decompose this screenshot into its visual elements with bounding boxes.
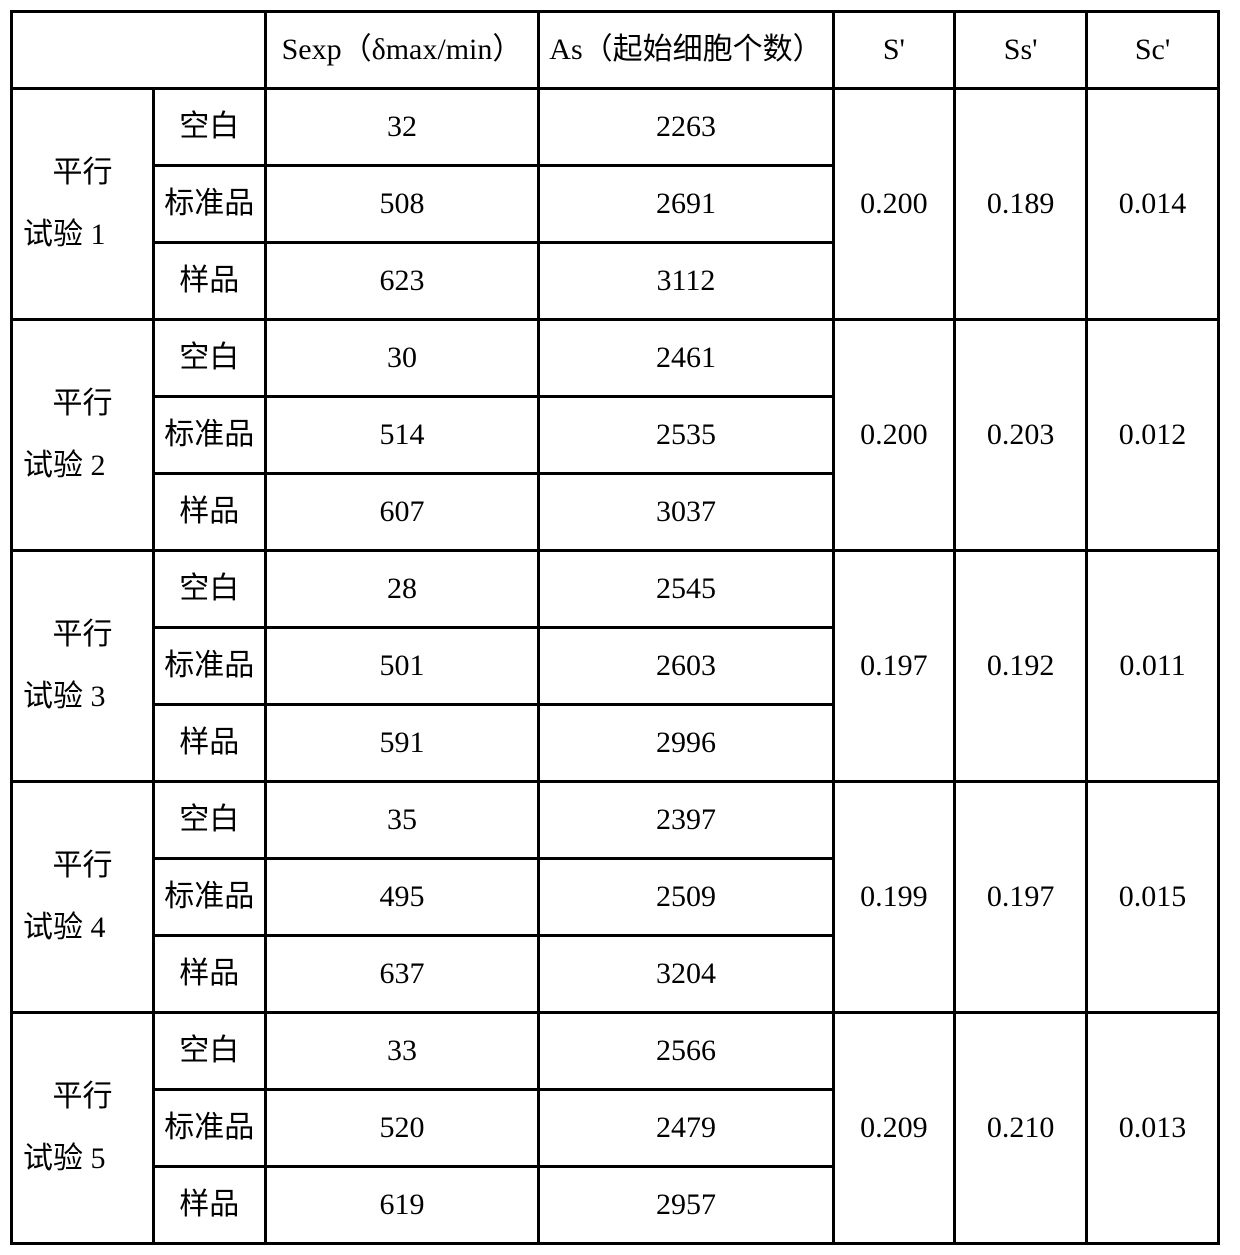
trial-name-line1: 平行: [13, 156, 152, 191]
sc-prime-cell: 0.014: [1087, 89, 1219, 320]
sample-type-cell: 标准品: [154, 1090, 266, 1167]
as-cell: 2535: [539, 397, 833, 474]
header-blank: [12, 12, 266, 89]
header-row: Sexp（δmax/min） As（起始细胞个数） S' Ss' Sc': [12, 12, 1219, 89]
sexp-cell: 520: [265, 1090, 539, 1167]
header-as: As（起始细胞个数）: [539, 12, 833, 89]
ss-prime-cell: 0.192: [955, 551, 1087, 782]
trial-name-cell: 平行 试验 1: [12, 89, 154, 320]
table-row: 平行 试验 3 空白 28 2545 0.197 0.192 0.011: [12, 551, 1219, 628]
experiment-table: Sexp（δmax/min） As（起始细胞个数） S' Ss' Sc' 平行 …: [10, 10, 1220, 1245]
trial-name-cell: 平行 试验 2: [12, 320, 154, 551]
sexp-cell: 508: [265, 166, 539, 243]
sample-type-cell: 标准品: [154, 859, 266, 936]
table-row: 平行 试验 2 空白 30 2461 0.200 0.203 0.012: [12, 320, 1219, 397]
header-sexp: Sexp（δmax/min）: [265, 12, 539, 89]
ss-prime-cell: 0.210: [955, 1013, 1087, 1244]
sexp-cell: 637: [265, 936, 539, 1013]
sample-type-cell: 标准品: [154, 166, 266, 243]
as-cell: 2479: [539, 1090, 833, 1167]
trial-name-line2: 试验 5: [13, 1142, 152, 1177]
table-body: 平行 试验 1 空白 32 2263 0.200 0.189 0.014 标准品…: [12, 89, 1219, 1244]
sample-type-cell: 样品: [154, 936, 266, 1013]
sexp-cell: 607: [265, 474, 539, 551]
sample-type-cell: 标准品: [154, 628, 266, 705]
as-cell: 2397: [539, 782, 833, 859]
as-cell: 3037: [539, 474, 833, 551]
table-row: 平行 试验 5 空白 33 2566 0.209 0.210 0.013: [12, 1013, 1219, 1090]
trial-name-line1: 平行: [13, 849, 152, 884]
sample-type-cell: 空白: [154, 320, 266, 397]
ss-prime-cell: 0.189: [955, 89, 1087, 320]
sc-prime-cell: 0.013: [1087, 1013, 1219, 1244]
header-s-prime: S': [833, 12, 955, 89]
trial-name-line1: 平行: [13, 618, 152, 653]
table-row: 平行 试验 1 空白 32 2263 0.200 0.189 0.014: [12, 89, 1219, 166]
table-row: 平行 试验 4 空白 35 2397 0.199 0.197 0.015: [12, 782, 1219, 859]
trial-name-cell: 平行 试验 5: [12, 1013, 154, 1244]
sexp-cell: 501: [265, 628, 539, 705]
s-prime-cell: 0.199: [833, 782, 955, 1013]
as-cell: 3112: [539, 243, 833, 320]
as-cell: 3204: [539, 936, 833, 1013]
as-cell: 2509: [539, 859, 833, 936]
sc-prime-cell: 0.011: [1087, 551, 1219, 782]
trial-name-line2: 试验 3: [13, 680, 152, 715]
trial-name-line2: 试验 4: [13, 911, 152, 946]
as-cell: 2566: [539, 1013, 833, 1090]
table-header: Sexp（δmax/min） As（起始细胞个数） S' Ss' Sc': [12, 12, 1219, 89]
as-cell: 2603: [539, 628, 833, 705]
sexp-cell: 623: [265, 243, 539, 320]
sample-type-cell: 样品: [154, 705, 266, 782]
sexp-cell: 28: [265, 551, 539, 628]
sexp-cell: 32: [265, 89, 539, 166]
sample-type-cell: 空白: [154, 1013, 266, 1090]
trial-name-cell: 平行 试验 3: [12, 551, 154, 782]
sample-type-cell: 样品: [154, 474, 266, 551]
header-sc-prime: Sc': [1087, 12, 1219, 89]
sample-type-cell: 标准品: [154, 397, 266, 474]
trial-name-line1: 平行: [13, 387, 152, 422]
sexp-cell: 33: [265, 1013, 539, 1090]
sample-type-cell: 样品: [154, 1167, 266, 1244]
s-prime-cell: 0.200: [833, 89, 955, 320]
s-prime-cell: 0.197: [833, 551, 955, 782]
sexp-cell: 514: [265, 397, 539, 474]
ss-prime-cell: 0.203: [955, 320, 1087, 551]
sample-type-cell: 空白: [154, 551, 266, 628]
s-prime-cell: 0.200: [833, 320, 955, 551]
as-cell: 2957: [539, 1167, 833, 1244]
trial-name-line2: 试验 1: [13, 218, 152, 253]
sc-prime-cell: 0.012: [1087, 320, 1219, 551]
trial-name-line2: 试验 2: [13, 449, 152, 484]
as-cell: 2691: [539, 166, 833, 243]
sexp-cell: 591: [265, 705, 539, 782]
trial-name-cell: 平行 试验 4: [12, 782, 154, 1013]
sample-type-cell: 空白: [154, 89, 266, 166]
sexp-cell: 30: [265, 320, 539, 397]
s-prime-cell: 0.209: [833, 1013, 955, 1244]
ss-prime-cell: 0.197: [955, 782, 1087, 1013]
sexp-cell: 495: [265, 859, 539, 936]
sc-prime-cell: 0.015: [1087, 782, 1219, 1013]
sample-type-cell: 空白: [154, 782, 266, 859]
as-cell: 2545: [539, 551, 833, 628]
as-cell: 2461: [539, 320, 833, 397]
trial-name-line1: 平行: [13, 1080, 152, 1115]
sexp-cell: 619: [265, 1167, 539, 1244]
header-ss-prime: Ss': [955, 12, 1087, 89]
sexp-cell: 35: [265, 782, 539, 859]
as-cell: 2996: [539, 705, 833, 782]
as-cell: 2263: [539, 89, 833, 166]
sample-type-cell: 样品: [154, 243, 266, 320]
